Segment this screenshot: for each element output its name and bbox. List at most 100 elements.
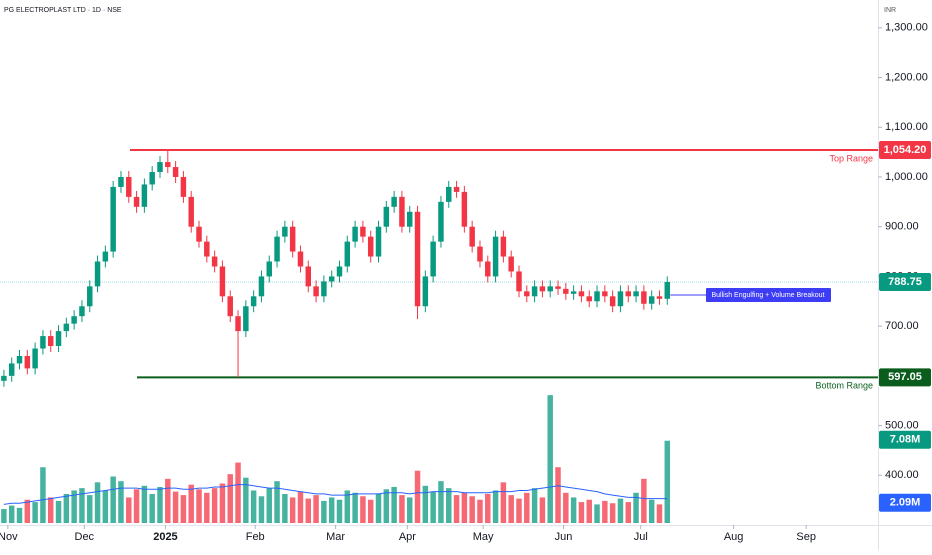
volume-bar xyxy=(516,498,522,523)
level-label: 597.05 xyxy=(888,371,922,383)
volume-bar xyxy=(219,483,226,523)
volume-bar xyxy=(157,486,163,523)
volume-bar xyxy=(399,495,405,523)
x-tick-label: Feb xyxy=(246,531,265,543)
x-tick-label: Dec xyxy=(75,531,95,543)
candle-body xyxy=(367,236,374,257)
volume-bar xyxy=(578,502,585,523)
candle-body xyxy=(438,201,444,242)
candle-body xyxy=(266,261,272,277)
volume-bar xyxy=(633,492,639,523)
y-tick-label: 900.00 xyxy=(885,221,919,233)
volume-bar xyxy=(594,504,600,523)
candle-body xyxy=(492,236,499,277)
x-tick-label: Sep xyxy=(796,531,816,543)
candle-body xyxy=(609,296,616,307)
volume-bar xyxy=(24,499,31,523)
volume-bar xyxy=(422,485,429,523)
volume-bar xyxy=(87,495,93,523)
volume-bar xyxy=(586,499,592,523)
candle-body xyxy=(102,251,109,262)
volume-bar xyxy=(321,500,327,523)
candle-body xyxy=(625,291,631,297)
candle-body xyxy=(71,316,77,324)
volume-bar xyxy=(297,491,304,523)
volume-bar xyxy=(235,462,241,523)
candle-body xyxy=(344,241,351,267)
volume-bar xyxy=(40,467,46,523)
volume-bar xyxy=(282,493,288,523)
volume-bar xyxy=(477,499,483,523)
candle-body xyxy=(469,226,475,247)
y-tick-label: 700.00 xyxy=(885,320,919,332)
candle-body xyxy=(227,296,233,317)
candle-body xyxy=(539,286,546,292)
volume-bar xyxy=(492,490,499,523)
candle-body xyxy=(188,196,194,227)
volume-bar xyxy=(55,500,62,523)
candle-body xyxy=(563,288,569,294)
candle-body xyxy=(547,286,553,292)
candle-body xyxy=(1,375,7,381)
volume-bar xyxy=(211,488,218,523)
volume-bar xyxy=(165,478,171,523)
x-tick-label: Jul xyxy=(634,531,648,543)
last-price-box xyxy=(879,273,931,292)
range-name: Top Range xyxy=(829,153,873,163)
volume-bar xyxy=(110,476,116,523)
candle-body xyxy=(16,355,23,364)
candle-body xyxy=(664,282,671,299)
volume-bar xyxy=(555,467,561,523)
volume-bar xyxy=(102,490,109,523)
candle-body xyxy=(336,266,343,277)
candle-body xyxy=(110,186,116,252)
last-price-label: 788.75 xyxy=(888,276,922,288)
volume-bar xyxy=(352,492,358,523)
volume-bar xyxy=(8,505,15,523)
volume-bar xyxy=(79,488,85,523)
candle-body xyxy=(391,196,397,207)
candle-body xyxy=(289,226,296,252)
x-tick-label: 2025 xyxy=(153,531,177,543)
candle-body xyxy=(321,281,327,297)
candle-body xyxy=(602,291,608,297)
volume-ma-label: 2.09M xyxy=(890,497,921,509)
volume-bar xyxy=(313,495,319,523)
candle-body xyxy=(133,196,140,207)
candle-body xyxy=(313,286,319,297)
volume-bar xyxy=(446,488,452,523)
volume-bar xyxy=(407,497,413,523)
candle-body xyxy=(180,176,187,197)
volume-bar xyxy=(648,499,655,523)
candle-body xyxy=(141,184,148,207)
candle-body xyxy=(531,286,538,297)
volume-bar xyxy=(32,502,38,523)
candle-body xyxy=(149,172,155,185)
volume-bar xyxy=(204,492,210,523)
candle-body xyxy=(570,291,577,294)
volume-bar xyxy=(641,478,647,523)
volume-bar xyxy=(609,503,616,523)
candle-body xyxy=(55,331,62,347)
candle-body xyxy=(328,276,335,282)
volume-bar xyxy=(289,497,296,523)
y-tick-label: 1,200.00 xyxy=(885,71,928,83)
volume-bar xyxy=(625,502,631,523)
candle-body xyxy=(633,291,639,297)
annotation-text: Bullish Engulfing + Volume Breakout xyxy=(711,292,824,299)
candle-body xyxy=(578,291,585,297)
candle-body xyxy=(47,336,54,347)
candle-body xyxy=(211,256,218,267)
volume-ma-box xyxy=(879,493,931,512)
volume-bar xyxy=(16,507,23,523)
candle-body xyxy=(555,286,561,289)
candle-body xyxy=(352,226,358,242)
range-name: Bottom Range xyxy=(815,381,873,391)
candle-body xyxy=(500,236,507,257)
candle-body xyxy=(383,206,390,227)
candle-body xyxy=(524,291,530,297)
volume-bar xyxy=(656,504,663,523)
candle-body xyxy=(165,162,171,168)
candle-body xyxy=(94,261,101,287)
